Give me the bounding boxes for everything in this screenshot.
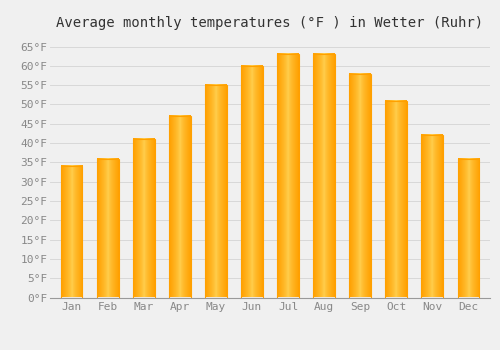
- Bar: [205, 85, 227, 298]
- Bar: [277, 54, 299, 298]
- Bar: [169, 116, 190, 298]
- Bar: [386, 101, 407, 298]
- Bar: [61, 166, 82, 298]
- Bar: [133, 139, 154, 298]
- Bar: [314, 54, 335, 298]
- Bar: [350, 74, 371, 298]
- Bar: [422, 135, 443, 298]
- Bar: [458, 159, 479, 298]
- Bar: [97, 159, 118, 298]
- Bar: [241, 66, 263, 297]
- Title: Average monthly temperatures (°F ) in Wetter (Ruhr): Average monthly temperatures (°F ) in We…: [56, 16, 484, 30]
